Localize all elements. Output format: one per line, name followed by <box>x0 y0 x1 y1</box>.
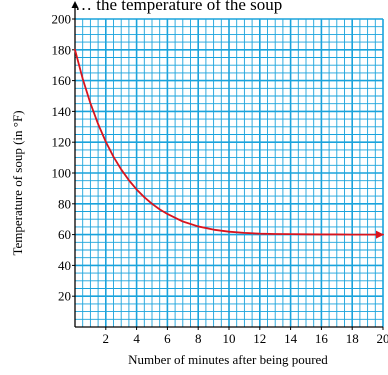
x-tick-label: 8 <box>195 331 202 346</box>
x-tick-label: 20 <box>377 331 388 346</box>
grid-lines <box>75 19 383 327</box>
y-tick-label: 160 <box>52 73 72 88</box>
x-tick-label: 18 <box>346 331 359 346</box>
x-tick-label: 16 <box>315 331 329 346</box>
y-tick-label: 20 <box>58 289 71 304</box>
x-tick-label: 10 <box>223 331 236 346</box>
y-tick-label: 100 <box>52 166 72 181</box>
y-tick-label: 60 <box>58 227 71 242</box>
y-tick-label: 200 <box>52 12 72 27</box>
top-caption: … the temperature of the soup <box>75 0 282 14</box>
x-tick-label: 12 <box>253 331 266 346</box>
y-tick-label: 80 <box>58 196 71 211</box>
x-tick-label: 6 <box>164 331 171 346</box>
y-tick-label: 140 <box>52 104 72 119</box>
x-tick-label: 14 <box>284 331 298 346</box>
y-tick-label: 40 <box>58 258 71 273</box>
x-axis-label: Number of minutes after being poured <box>128 352 328 367</box>
y-axis-label: Temperature of soup (in °F) <box>10 110 25 255</box>
y-tick-label: 180 <box>52 42 72 57</box>
y-tick-label: 120 <box>52 135 72 150</box>
x-tick-label: 2 <box>103 331 110 346</box>
x-tick-label: 4 <box>133 331 140 346</box>
